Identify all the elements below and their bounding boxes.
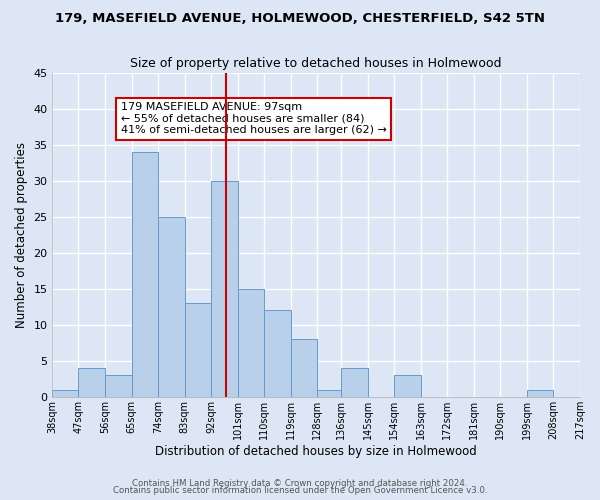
Bar — [158, 217, 185, 397]
Bar — [317, 390, 341, 397]
Bar — [238, 289, 264, 397]
Text: 179, MASEFIELD AVENUE, HOLMEWOOD, CHESTERFIELD, S42 5TN: 179, MASEFIELD AVENUE, HOLMEWOOD, CHESTE… — [55, 12, 545, 26]
Text: Contains HM Land Registry data © Crown copyright and database right 2024.: Contains HM Land Registry data © Crown c… — [132, 478, 468, 488]
Bar — [264, 310, 291, 397]
Bar — [52, 390, 79, 397]
Title: Size of property relative to detached houses in Holmewood: Size of property relative to detached ho… — [130, 58, 502, 70]
X-axis label: Distribution of detached houses by size in Holmewood: Distribution of detached houses by size … — [155, 444, 477, 458]
Bar — [291, 339, 317, 397]
Text: Contains public sector information licensed under the Open Government Licence v3: Contains public sector information licen… — [113, 486, 487, 495]
Bar — [131, 152, 158, 397]
Bar — [527, 390, 553, 397]
Y-axis label: Number of detached properties: Number of detached properties — [15, 142, 28, 328]
Bar — [341, 368, 368, 397]
Bar — [211, 181, 238, 397]
Bar — [105, 375, 131, 397]
Bar — [185, 304, 211, 397]
Bar — [394, 375, 421, 397]
Bar — [79, 368, 105, 397]
Text: 179 MASEFIELD AVENUE: 97sqm
← 55% of detached houses are smaller (84)
41% of sem: 179 MASEFIELD AVENUE: 97sqm ← 55% of det… — [121, 102, 386, 136]
